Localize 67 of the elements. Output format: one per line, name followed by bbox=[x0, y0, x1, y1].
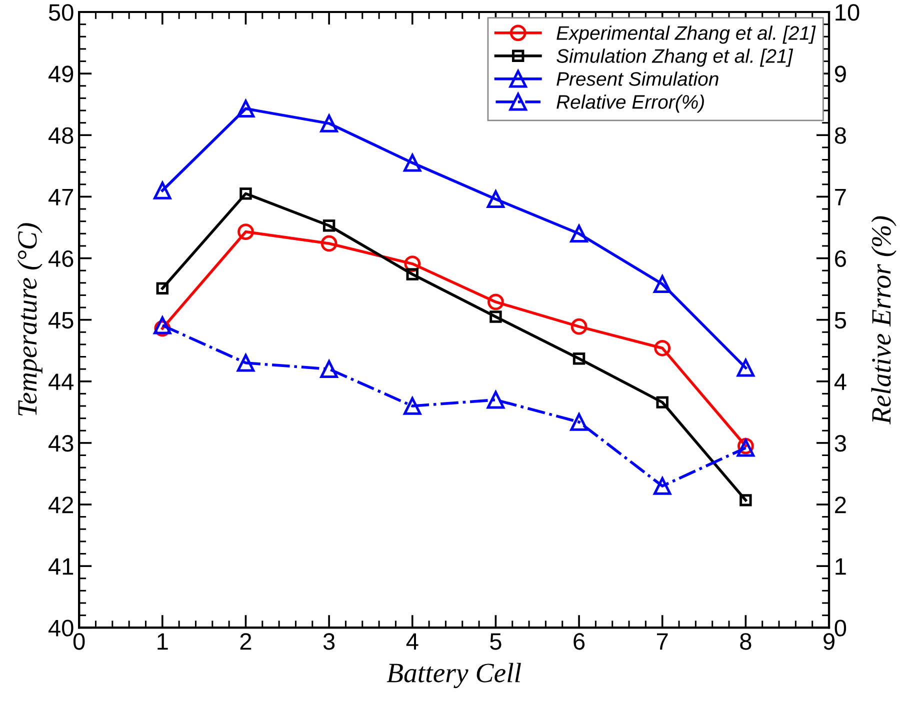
point bbox=[570, 318, 588, 335]
point bbox=[740, 494, 752, 506]
y2-tick-label: 6 bbox=[835, 250, 846, 268]
x-tick-label: 9 bbox=[824, 633, 834, 650]
x-tick-label: 6 bbox=[574, 633, 585, 650]
y-tick-label: 48 bbox=[48, 127, 74, 144]
y-tick-label: 40 bbox=[48, 620, 74, 636]
y-tick-label: 47 bbox=[48, 189, 74, 206]
point bbox=[406, 268, 418, 280]
y2-tick-label: 5 bbox=[834, 312, 846, 329]
point bbox=[154, 182, 172, 200]
point bbox=[156, 282, 169, 295]
y-tick-label: 43 bbox=[48, 435, 74, 452]
point bbox=[653, 275, 672, 293]
point bbox=[656, 396, 668, 408]
legend-label: Present Simulation bbox=[556, 72, 718, 86]
y2-tick-label: 10 bbox=[836, 4, 860, 21]
x-tick-label: 8 bbox=[740, 633, 752, 650]
x-tick-label: 7 bbox=[657, 633, 668, 650]
point bbox=[154, 316, 172, 334]
legend-label: Relative Error(%) bbox=[556, 94, 704, 113]
y2-tick-label: 8 bbox=[834, 127, 846, 144]
x-tick-label: 5 bbox=[490, 633, 502, 650]
y2-tick-label: 9 bbox=[834, 66, 846, 82]
legend-label: Experimental Zhang et al. [21] bbox=[556, 26, 816, 44]
x-tick-label: 4 bbox=[406, 633, 418, 650]
y2-tick-label: 0 bbox=[834, 620, 846, 636]
point bbox=[736, 358, 755, 377]
y-tick-label: 41 bbox=[48, 558, 74, 575]
x-tick-label: 1 bbox=[158, 633, 168, 650]
y-tick-label: 44 bbox=[48, 374, 74, 390]
point bbox=[572, 352, 586, 365]
point bbox=[236, 100, 255, 118]
y2-tick-label: 3 bbox=[834, 435, 846, 452]
y-tick-label: 42 bbox=[48, 496, 74, 514]
y2-axis-title: Relative Error (%) bbox=[871, 216, 896, 424]
point bbox=[486, 190, 505, 208]
point bbox=[653, 477, 672, 495]
point bbox=[240, 188, 252, 200]
y-axis-title: Temperature (°C) bbox=[17, 223, 42, 416]
legend-label: Simulation Zhang et al. [21] bbox=[556, 48, 794, 67]
y-tick-label: 49 bbox=[48, 66, 74, 82]
y2-tick-label: 7 bbox=[835, 189, 846, 206]
x-tick-label: 0 bbox=[73, 633, 85, 650]
point bbox=[320, 235, 338, 252]
y-tick-label: 50 bbox=[48, 4, 74, 21]
point bbox=[570, 224, 588, 243]
point bbox=[486, 390, 505, 409]
point bbox=[570, 413, 588, 431]
y2-tick-label: 2 bbox=[835, 496, 846, 514]
point bbox=[320, 360, 338, 378]
x-axis-title: Battery Cell bbox=[386, 662, 521, 688]
y2-tick-label: 1 bbox=[836, 558, 846, 575]
point bbox=[322, 220, 336, 232]
point bbox=[320, 114, 338, 132]
y-tick-label: 46 bbox=[48, 250, 74, 268]
y-tick-label: 45 bbox=[48, 312, 74, 329]
x-tick-label: 2 bbox=[240, 633, 252, 650]
point bbox=[490, 310, 502, 323]
point bbox=[654, 340, 671, 356]
y2-tick-label: 4 bbox=[834, 374, 846, 390]
x-tick-label: 3 bbox=[323, 633, 335, 650]
point bbox=[238, 224, 254, 240]
point bbox=[236, 354, 255, 372]
point bbox=[403, 397, 422, 415]
point bbox=[403, 154, 422, 172]
point bbox=[488, 294, 504, 310]
